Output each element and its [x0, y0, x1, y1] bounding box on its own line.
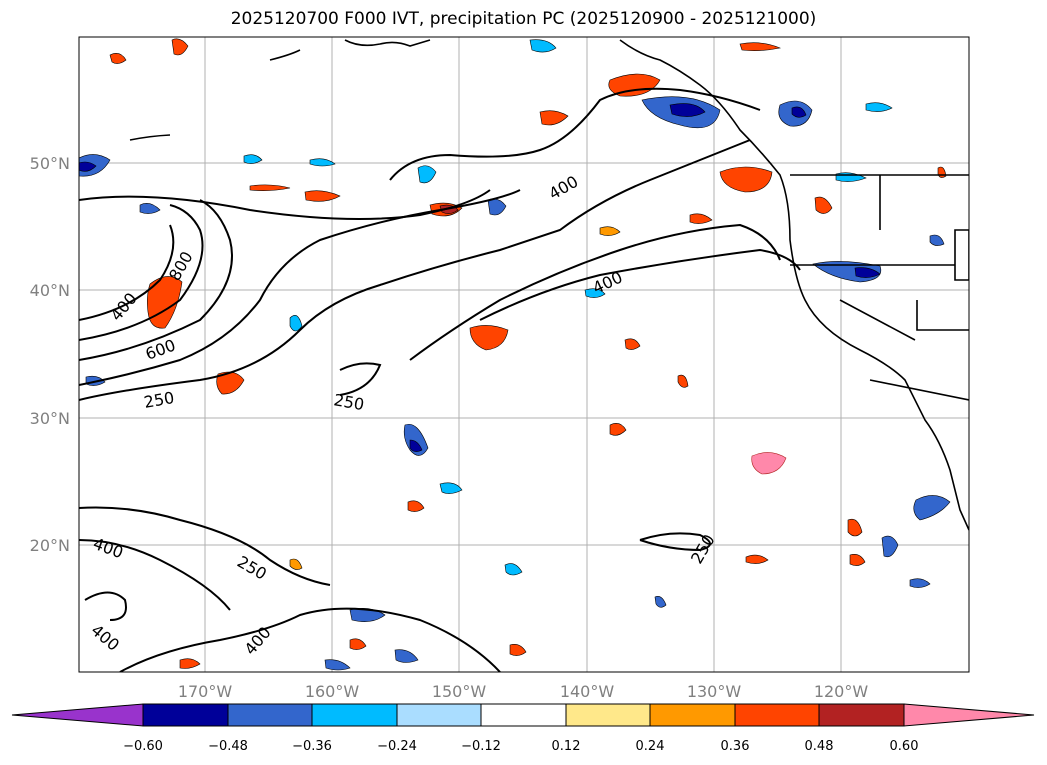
lon-label: 160°W [305, 682, 360, 701]
longitude-labels: 170°W 160°W 150°W 140°W 130°W 120°W [178, 682, 869, 701]
negative-precip-patches [79, 39, 951, 671]
colorbar-tick: 0.24 [636, 739, 665, 754]
colorbar-tick: 0.36 [721, 739, 750, 754]
colorbar-tick: −0.36 [292, 739, 332, 754]
colorbar-extend-low [11, 703, 144, 727]
graticule [79, 37, 969, 672]
plot-frame [78, 36, 970, 673]
colorbar [11, 703, 1035, 727]
colorbar-tick: −0.12 [461, 739, 501, 754]
coastline [129, 39, 969, 531]
lat-label: 50°N [30, 154, 70, 173]
colorbar-tick: −0.24 [377, 739, 417, 754]
lon-label: 150°W [432, 682, 487, 701]
colorbar-tick: 0.48 [805, 739, 834, 754]
lat-label: 40°N [30, 281, 70, 300]
colorbar-tick: −0.48 [208, 739, 248, 754]
colorbar-extend-high [903, 703, 1035, 727]
plot-area [79, 37, 969, 672]
latitude-labels: 50°N 40°N 30°N 20°N [30, 154, 70, 555]
ivt-contours [79, 87, 801, 672]
lon-label: 170°W [178, 682, 233, 701]
lon-label: 130°W [687, 682, 742, 701]
colorbar-tick: 0.12 [552, 739, 581, 754]
lat-label: 30°N [30, 409, 70, 428]
colorbar-tick: 0.60 [890, 739, 919, 754]
lon-label: 140°W [560, 682, 615, 701]
positive-precip-patches [109, 38, 947, 669]
colorbar-ticks: −0.60 −0.48 −0.36 −0.24 −0.12 0.12 0.24 … [123, 739, 918, 754]
colorbar-tick: −0.60 [123, 739, 163, 754]
map-title: 2025120700 F000 IVT, precipitation PC (2… [230, 9, 817, 29]
lon-label: 120°W [814, 682, 869, 701]
lat-label: 20°N [30, 536, 70, 555]
